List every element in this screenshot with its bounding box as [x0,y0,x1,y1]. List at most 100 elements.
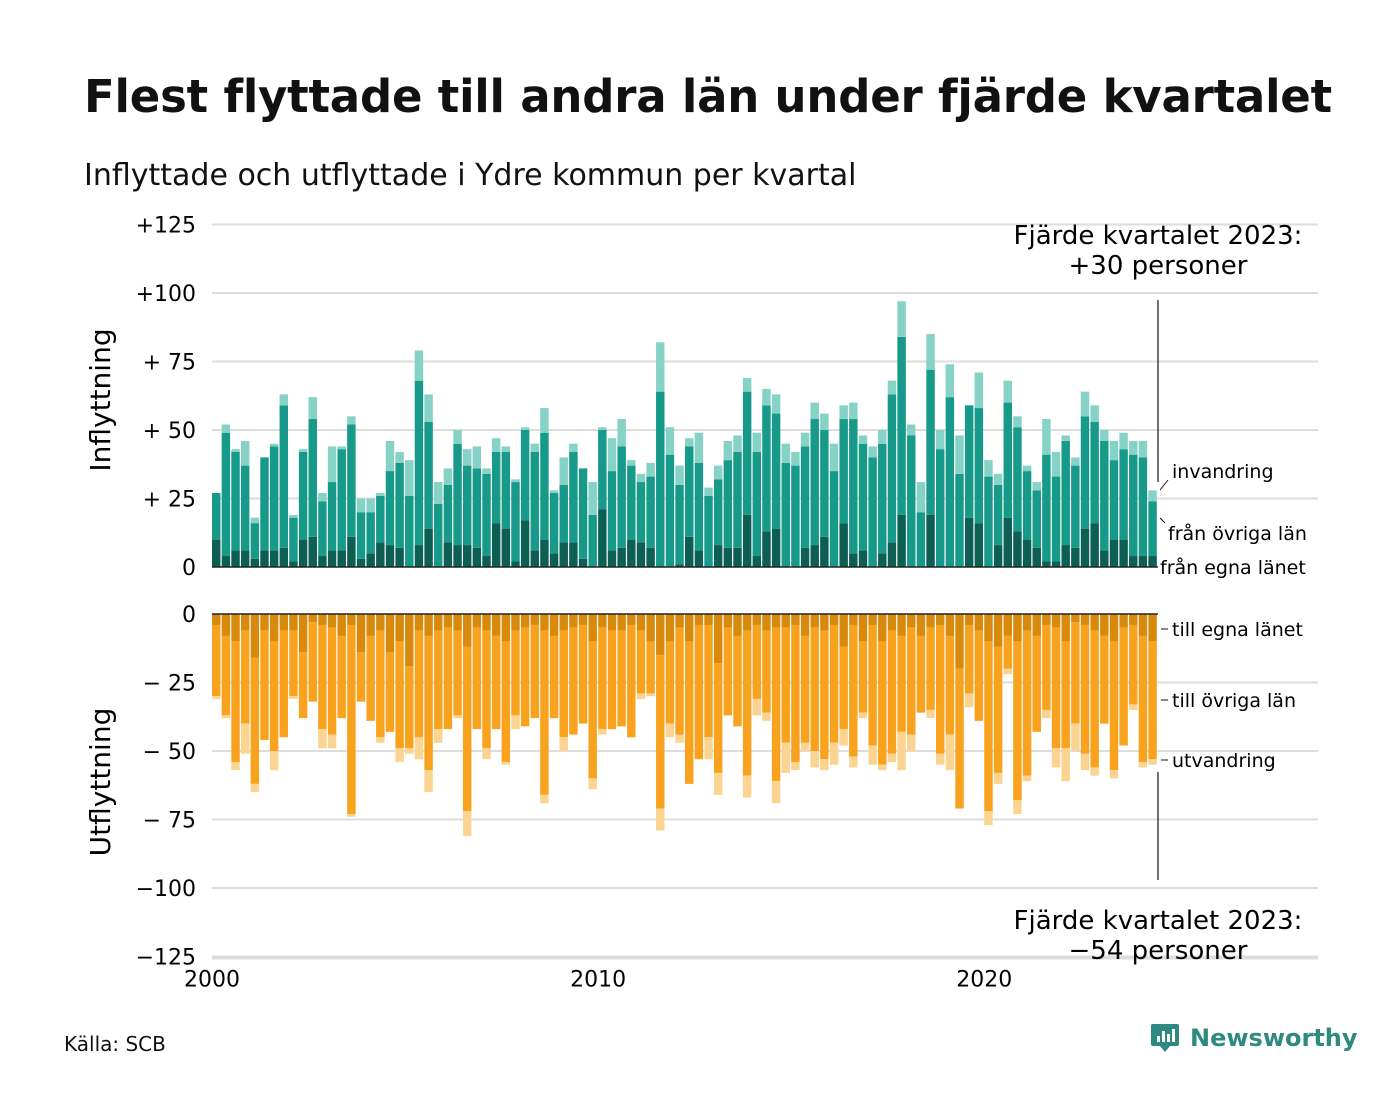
bar-in-local [713,545,723,567]
bar-out-local [385,614,395,653]
bar-in-immig [1119,432,1128,450]
bar-in-immig [1080,391,1090,417]
bar-in-immig [298,449,308,452]
bar-in-other [1138,457,1148,557]
bar-in-immig [617,419,626,447]
bar-out-emig [675,734,684,743]
bar-in-immig [849,402,858,420]
bar-in-local [549,553,559,567]
bar-in-other [935,449,945,567]
bar-in-other [520,430,530,521]
bar-in-other [1013,427,1022,532]
bar-out-emig [993,772,1003,784]
bar-in-local [240,550,250,567]
bar-out-emig [878,764,887,771]
xtick-label: 2000 [184,968,240,993]
bar-in-other [434,503,443,567]
bar-out-other [453,630,462,716]
bar-out-other [607,630,617,730]
bar-in-immig [491,438,501,452]
bar-out-other [1022,630,1032,776]
bar-out-emig [395,748,404,762]
bar-in-immig [1090,405,1099,422]
bar-out-other [810,627,819,751]
ytick-label-top: + 25 [143,488,196,513]
bar-out-emig [462,811,472,836]
bar-in-local [1080,528,1090,567]
bar-out-emig [482,748,491,760]
bar-in-immig [540,408,549,433]
bar-in-other [704,495,713,567]
bar-out-other [298,652,308,719]
bar-in-local [289,561,298,567]
bar-out-other [1061,641,1070,749]
bar-in-local [1032,547,1041,567]
bar-out-local [627,614,636,625]
bar-out-other [887,630,897,754]
bar-out-local [540,614,549,631]
bar-out-emig [897,731,906,771]
bar-out-other [665,641,675,724]
bar-in-other [1003,402,1013,518]
bar-in-immig [829,443,839,472]
bar-out-emig [820,759,829,771]
bar-in-other [733,451,742,548]
bar-in-other [1119,449,1128,540]
bar-in-local [820,536,829,567]
bar-in-other [636,482,646,543]
bar-in-immig [858,435,868,444]
bar-out-emig [858,712,868,719]
bar-in-immig [993,473,1003,485]
bar-out-local [713,614,723,664]
page-title: Flest flyttade till andra län under fjär… [84,70,1332,123]
bar-in-other [829,471,839,567]
bar-in-other [1032,490,1041,548]
bar-in-other [820,430,829,537]
bar-out-other [424,635,433,771]
bar-in-immig [656,342,665,392]
bar-in-immig [1129,440,1138,455]
bar-in-local [1090,523,1099,567]
bar-out-other [337,635,346,719]
annotation-top-value: +30 personer [1069,251,1248,281]
bar-in-local [482,556,491,567]
bar-out-other [549,635,559,719]
bar-in-other [1061,440,1070,546]
bar-in-immig [318,493,327,502]
bar-in-other [781,462,790,567]
annotation-top-label: Fjärde kvartalet 2023: [1014,221,1303,251]
bar-out-local [685,614,694,642]
bar-in-local [511,561,520,567]
bar-out-local [405,614,414,667]
legend-in-other: från övriga län [1168,522,1307,545]
bar-out-other [636,630,646,694]
bar-out-local [1109,614,1119,642]
bar-out-local [675,614,684,628]
bar-out-other [829,624,839,743]
ylabel-top: Inflyttning [84,328,117,471]
ytick-label-bottom: −100 [136,877,196,902]
outflow-bars [212,614,1157,836]
bar-in-immig [636,473,646,483]
bar-out-local [260,614,269,631]
bar-out-emig [424,770,433,793]
bar-out-local [250,614,260,658]
bar-in-other [414,380,424,546]
bar-in-immig [984,460,993,477]
bar-in-local [964,517,974,567]
bar-out-emig [926,709,935,719]
bar-out-local [607,614,617,631]
bar-in-immig [347,416,356,425]
bar-out-local [752,614,762,625]
bar-in-other [260,457,269,551]
bar-in-immig [781,443,790,463]
bar-out-emig [511,715,520,730]
bar-in-other [559,484,568,543]
bar-out-other [935,624,945,754]
bar-out-emig [289,696,298,699]
bar-in-immig [771,394,781,414]
bar-in-local [269,550,279,567]
bar-in-local [810,545,819,567]
bar-in-local [1003,517,1013,567]
bar-out-emig [656,808,665,831]
